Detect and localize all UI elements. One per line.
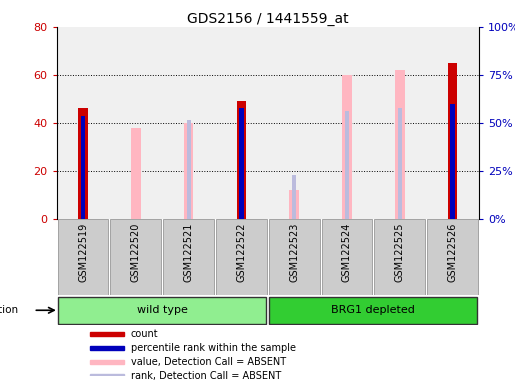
Bar bbox=[289, 190, 299, 218]
Bar bbox=[269, 298, 477, 324]
Text: GSM122519: GSM122519 bbox=[78, 222, 88, 282]
Text: GSM122525: GSM122525 bbox=[395, 222, 405, 282]
Text: GSM122526: GSM122526 bbox=[448, 222, 457, 282]
Text: GSM122522: GSM122522 bbox=[236, 222, 246, 282]
Text: GSM122520: GSM122520 bbox=[131, 222, 141, 282]
Bar bbox=[239, 108, 244, 218]
Bar bbox=[322, 218, 372, 295]
Bar bbox=[91, 374, 124, 378]
Bar bbox=[395, 70, 404, 218]
Bar bbox=[427, 218, 478, 295]
Bar bbox=[342, 75, 352, 218]
Bar bbox=[398, 108, 402, 218]
Bar bbox=[58, 298, 266, 324]
Bar bbox=[81, 116, 85, 218]
Bar bbox=[111, 218, 161, 295]
Bar bbox=[91, 332, 124, 336]
Text: percentile rank within the sample: percentile rank within the sample bbox=[131, 343, 296, 353]
Bar bbox=[131, 127, 141, 218]
Text: GSM122523: GSM122523 bbox=[289, 222, 299, 282]
Text: GSM122524: GSM122524 bbox=[342, 222, 352, 282]
Text: value, Detection Call = ABSENT: value, Detection Call = ABSENT bbox=[131, 357, 286, 367]
Text: GSM122521: GSM122521 bbox=[184, 222, 194, 282]
Bar bbox=[448, 63, 457, 218]
Text: count: count bbox=[131, 329, 158, 339]
Bar bbox=[58, 218, 108, 295]
Bar bbox=[186, 120, 191, 218]
Text: genotype/variation: genotype/variation bbox=[0, 305, 19, 315]
Bar bbox=[91, 346, 124, 350]
Bar bbox=[269, 218, 319, 295]
Text: BRG1 depleted: BRG1 depleted bbox=[332, 305, 415, 315]
Bar bbox=[374, 218, 425, 295]
Bar bbox=[292, 175, 296, 218]
Bar bbox=[91, 360, 124, 364]
Bar bbox=[78, 108, 88, 218]
Bar bbox=[184, 123, 193, 218]
Bar bbox=[237, 101, 246, 218]
Bar bbox=[345, 111, 349, 218]
Title: GDS2156 / 1441559_at: GDS2156 / 1441559_at bbox=[187, 12, 349, 26]
Text: wild type: wild type bbox=[137, 305, 187, 315]
Bar bbox=[163, 218, 214, 295]
Bar bbox=[216, 218, 267, 295]
Bar bbox=[451, 104, 455, 218]
Text: rank, Detection Call = ABSENT: rank, Detection Call = ABSENT bbox=[131, 371, 281, 381]
